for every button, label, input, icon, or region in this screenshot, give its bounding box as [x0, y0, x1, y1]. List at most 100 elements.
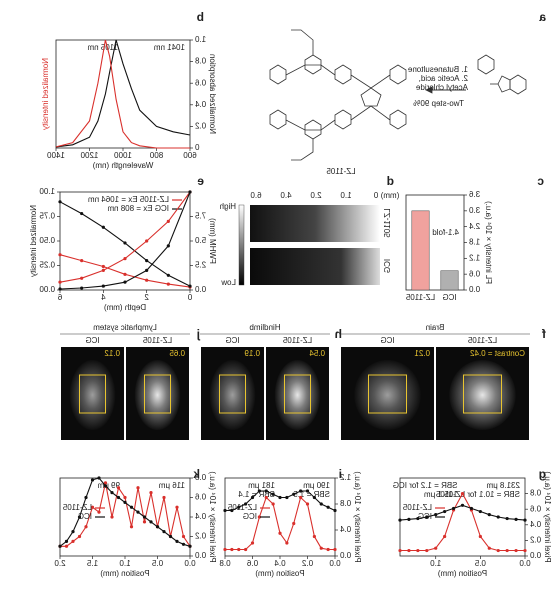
y-tick-label: 0.0 [339, 551, 351, 560]
series-line [59, 191, 191, 283]
y2-tick-label: 1.00 [39, 187, 55, 196]
y2-tick-label: 0.25 [39, 261, 55, 270]
image-title: Hindlimb [249, 323, 281, 332]
annotation: 231.8 μm [486, 481, 520, 490]
x-tick-label: 0.8 [219, 559, 231, 568]
roi-box [284, 374, 311, 414]
series-line [55, 39, 191, 148]
roi-box [79, 374, 106, 414]
y-tick-label: 1.2 [468, 253, 480, 262]
y-tick-label: 0.0 [529, 551, 541, 560]
depth-unit: (mm) [380, 191, 399, 200]
image-signal [69, 360, 116, 430]
x-tick-label: 6 [57, 293, 62, 302]
series-line [55, 39, 190, 149]
heatmap-row [250, 205, 380, 242]
x-tick-label: 1.0 [119, 559, 131, 568]
marker [398, 518, 402, 522]
legend-label: LZ-1105 Ex = 1064 nm [88, 195, 169, 204]
annotation: 190 μm [303, 481, 330, 490]
series-line [225, 490, 336, 512]
depth-label: 4.0 [280, 191, 292, 200]
x-tick-label: 1200 [80, 151, 98, 160]
y-axis-label: Pixel intensity × 10⁴ (a.u.) [353, 471, 362, 563]
x-tick-label: 1.5 [86, 559, 98, 568]
x-axis-label: Position (mm) [100, 569, 150, 578]
x-tick-label: 0.5 [151, 559, 163, 568]
depth-label: 2.0 [310, 191, 322, 200]
y-tick-label: 2.4 [468, 222, 480, 231]
y-tick-label: 0.0 [194, 551, 206, 560]
depth-label: 6.0 [250, 191, 262, 200]
x-axis-label: Wavelength (nm) [92, 161, 153, 170]
y-tick-label: 0.6 [529, 504, 541, 513]
y2-tick-label: 0.50 [39, 236, 55, 245]
image-signal [274, 360, 321, 430]
legend-label: LZ-1105 [227, 503, 257, 512]
series-line [59, 477, 191, 547]
chem-structure [269, 29, 527, 161]
y2-axis-label: Normalized intensity [41, 58, 50, 130]
annotation: 1041 nm [154, 43, 185, 52]
x-tick-label: 1000 [114, 151, 132, 160]
reaction-step: 1. Butanesultone [407, 65, 468, 74]
y-tick-label: 5.0 [194, 236, 206, 245]
roi-box [463, 374, 502, 414]
legend-label: LZ-1105 [62, 503, 92, 512]
x-tick-label: 0.0 [519, 559, 531, 568]
depth-label: 0 [373, 191, 378, 200]
reaction-step: Two-step 90% [413, 99, 464, 108]
panel-letter: g [539, 467, 546, 481]
image-label: LZ-1105 [467, 336, 497, 345]
annotation: 116 μm [158, 481, 185, 490]
roi-box [144, 374, 171, 414]
y-tick-label: 0.2 [194, 122, 206, 131]
panel-letter: j [197, 327, 201, 341]
panel-letter: c [537, 174, 544, 188]
annotation: SBR = 1.2 for ICG [393, 481, 458, 490]
annotation: 4.1-fold [432, 228, 459, 237]
bar [411, 210, 430, 291]
y-tick-label: 0.4 [339, 525, 351, 534]
reaction-step: 2. Acetic acid, [419, 74, 468, 83]
x-tick-label: 2.0 [54, 559, 66, 568]
reaction-step: Acetyl chloride [415, 83, 468, 92]
contrast-label: 0.12 [104, 349, 120, 358]
y-axis-label: Pixel intensity × 10⁴ (a.u.) [543, 471, 552, 563]
series-line [59, 254, 191, 288]
image-signal [134, 360, 181, 430]
row-label: LZ-1105 [383, 208, 392, 238]
x-tick-label: 600 [183, 151, 197, 160]
x-tick-label: 800 [149, 151, 163, 160]
legend-label: LZ-1105 [402, 503, 432, 512]
contrast-label: 0.54 [309, 349, 325, 358]
series-line [59, 201, 191, 287]
x-tick-label: 0.2 [301, 559, 313, 568]
y-tick-label: 0.8 [339, 499, 351, 508]
y-tick-label: 0.0 [194, 285, 206, 294]
contrast-label: 0.65 [169, 349, 185, 358]
annotation: 99 μm [97, 481, 120, 490]
panel-letter: k [193, 467, 200, 481]
image-label: ICG [380, 336, 394, 345]
y-tick-label: 0.8 [194, 57, 206, 66]
x-tick-label: LZ-1105 [405, 293, 435, 302]
x-tick-label: 0.0 [184, 559, 196, 568]
image-signal [354, 360, 421, 430]
image-title: Brain [426, 323, 445, 332]
y-tick-label: 0 [194, 143, 199, 152]
x-tick-label: 1400 [47, 151, 65, 160]
y-tick-label: 7.5 [194, 212, 206, 221]
heatmap-row [250, 248, 380, 285]
colorbar-low: Low [221, 278, 236, 287]
roi-box [219, 374, 246, 414]
x-tick-label: 0.6 [246, 559, 258, 568]
depth-label: 1.0 [340, 191, 352, 200]
image-label: ICG [225, 336, 239, 345]
y-tick-label: 3.6 [468, 190, 480, 199]
y-tick-label: 1.2 [339, 473, 351, 482]
panel-letter: e [197, 174, 204, 188]
x-tick-label: 0.5 [474, 559, 486, 568]
y-tick-label: 0.4 [529, 520, 541, 529]
